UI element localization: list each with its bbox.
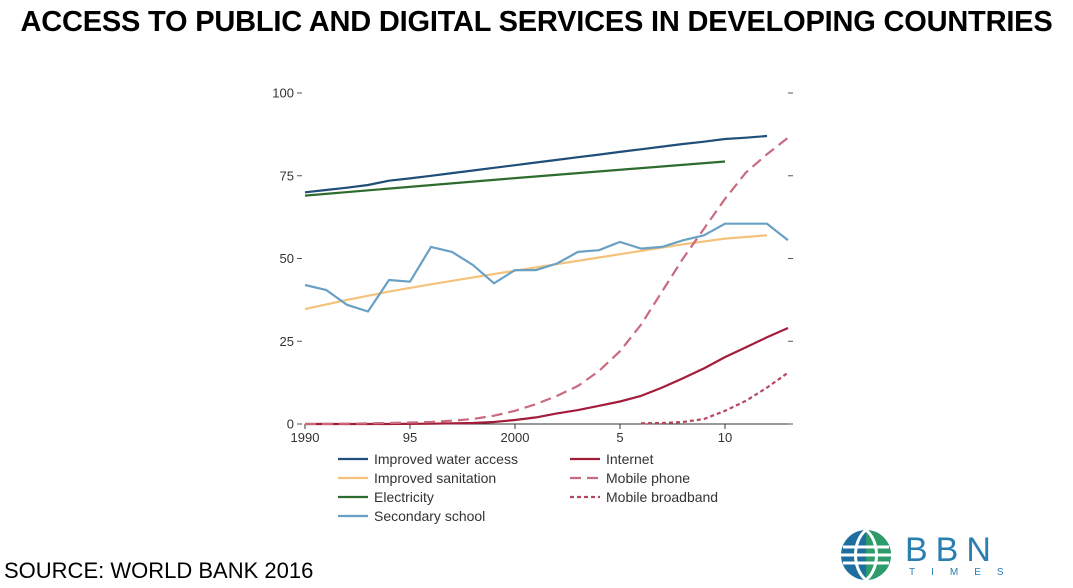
- chart-series-lines: [304, 134, 789, 426]
- legend-label: Mobile broadband: [606, 489, 719, 505]
- legend-label: Improved water access: [374, 451, 518, 467]
- y-tick-label: 100: [272, 86, 294, 101]
- x-tick-label: 10: [718, 430, 732, 445]
- x-tick-label: 2000: [501, 430, 530, 445]
- series-line-electricity: [304, 160, 726, 197]
- chart-legend: Improved water access Improved sanitation…: [337, 450, 797, 530]
- legend-label: Secondary school: [374, 508, 486, 524]
- y-tick-label: 75: [280, 168, 294, 183]
- legend-swatch: [338, 514, 368, 518]
- legend-label: Electricity: [374, 489, 434, 505]
- logo-word: BBN: [905, 531, 999, 569]
- series-line-improved-water-access: [304, 134, 768, 194]
- x-tick-label: 5: [616, 430, 623, 445]
- legend-swatch: [338, 457, 368, 461]
- legend-swatch: [338, 476, 368, 480]
- series-line-mobile-phone: [304, 136, 789, 426]
- legend-swatch: [570, 495, 600, 499]
- source-note: SOURCE: WORLD BANK 2016: [4, 558, 314, 583]
- page-title: ACCESS TO PUBLIC AND DIGITAL SERVICES IN…: [20, 6, 1053, 38]
- y-tick-label: 25: [280, 334, 294, 349]
- legend-label: Internet: [606, 451, 654, 467]
- legend-label: Mobile phone: [606, 470, 691, 486]
- legend-swatch: [338, 495, 368, 499]
- x-tick-label: 95: [403, 430, 417, 445]
- bbn-times-logo: BBN TIMES: [838, 527, 1058, 583]
- series-line-mobile-broadband: [640, 371, 789, 425]
- series-line-internet: [305, 326, 789, 426]
- logo-sub: TIMES: [909, 567, 1020, 578]
- series-line-secondary-school: [304, 222, 789, 313]
- x-tick-label: 1990: [291, 430, 320, 445]
- legend-swatch: [570, 457, 600, 461]
- globe-icon: [841, 528, 891, 582]
- y-tick-label: 0: [287, 417, 294, 432]
- series-line-improved-sanitation: [304, 234, 768, 311]
- y-tick-label: 50: [280, 251, 294, 266]
- legend-swatch: [570, 476, 600, 480]
- legend-label: Improved sanitation: [374, 470, 497, 486]
